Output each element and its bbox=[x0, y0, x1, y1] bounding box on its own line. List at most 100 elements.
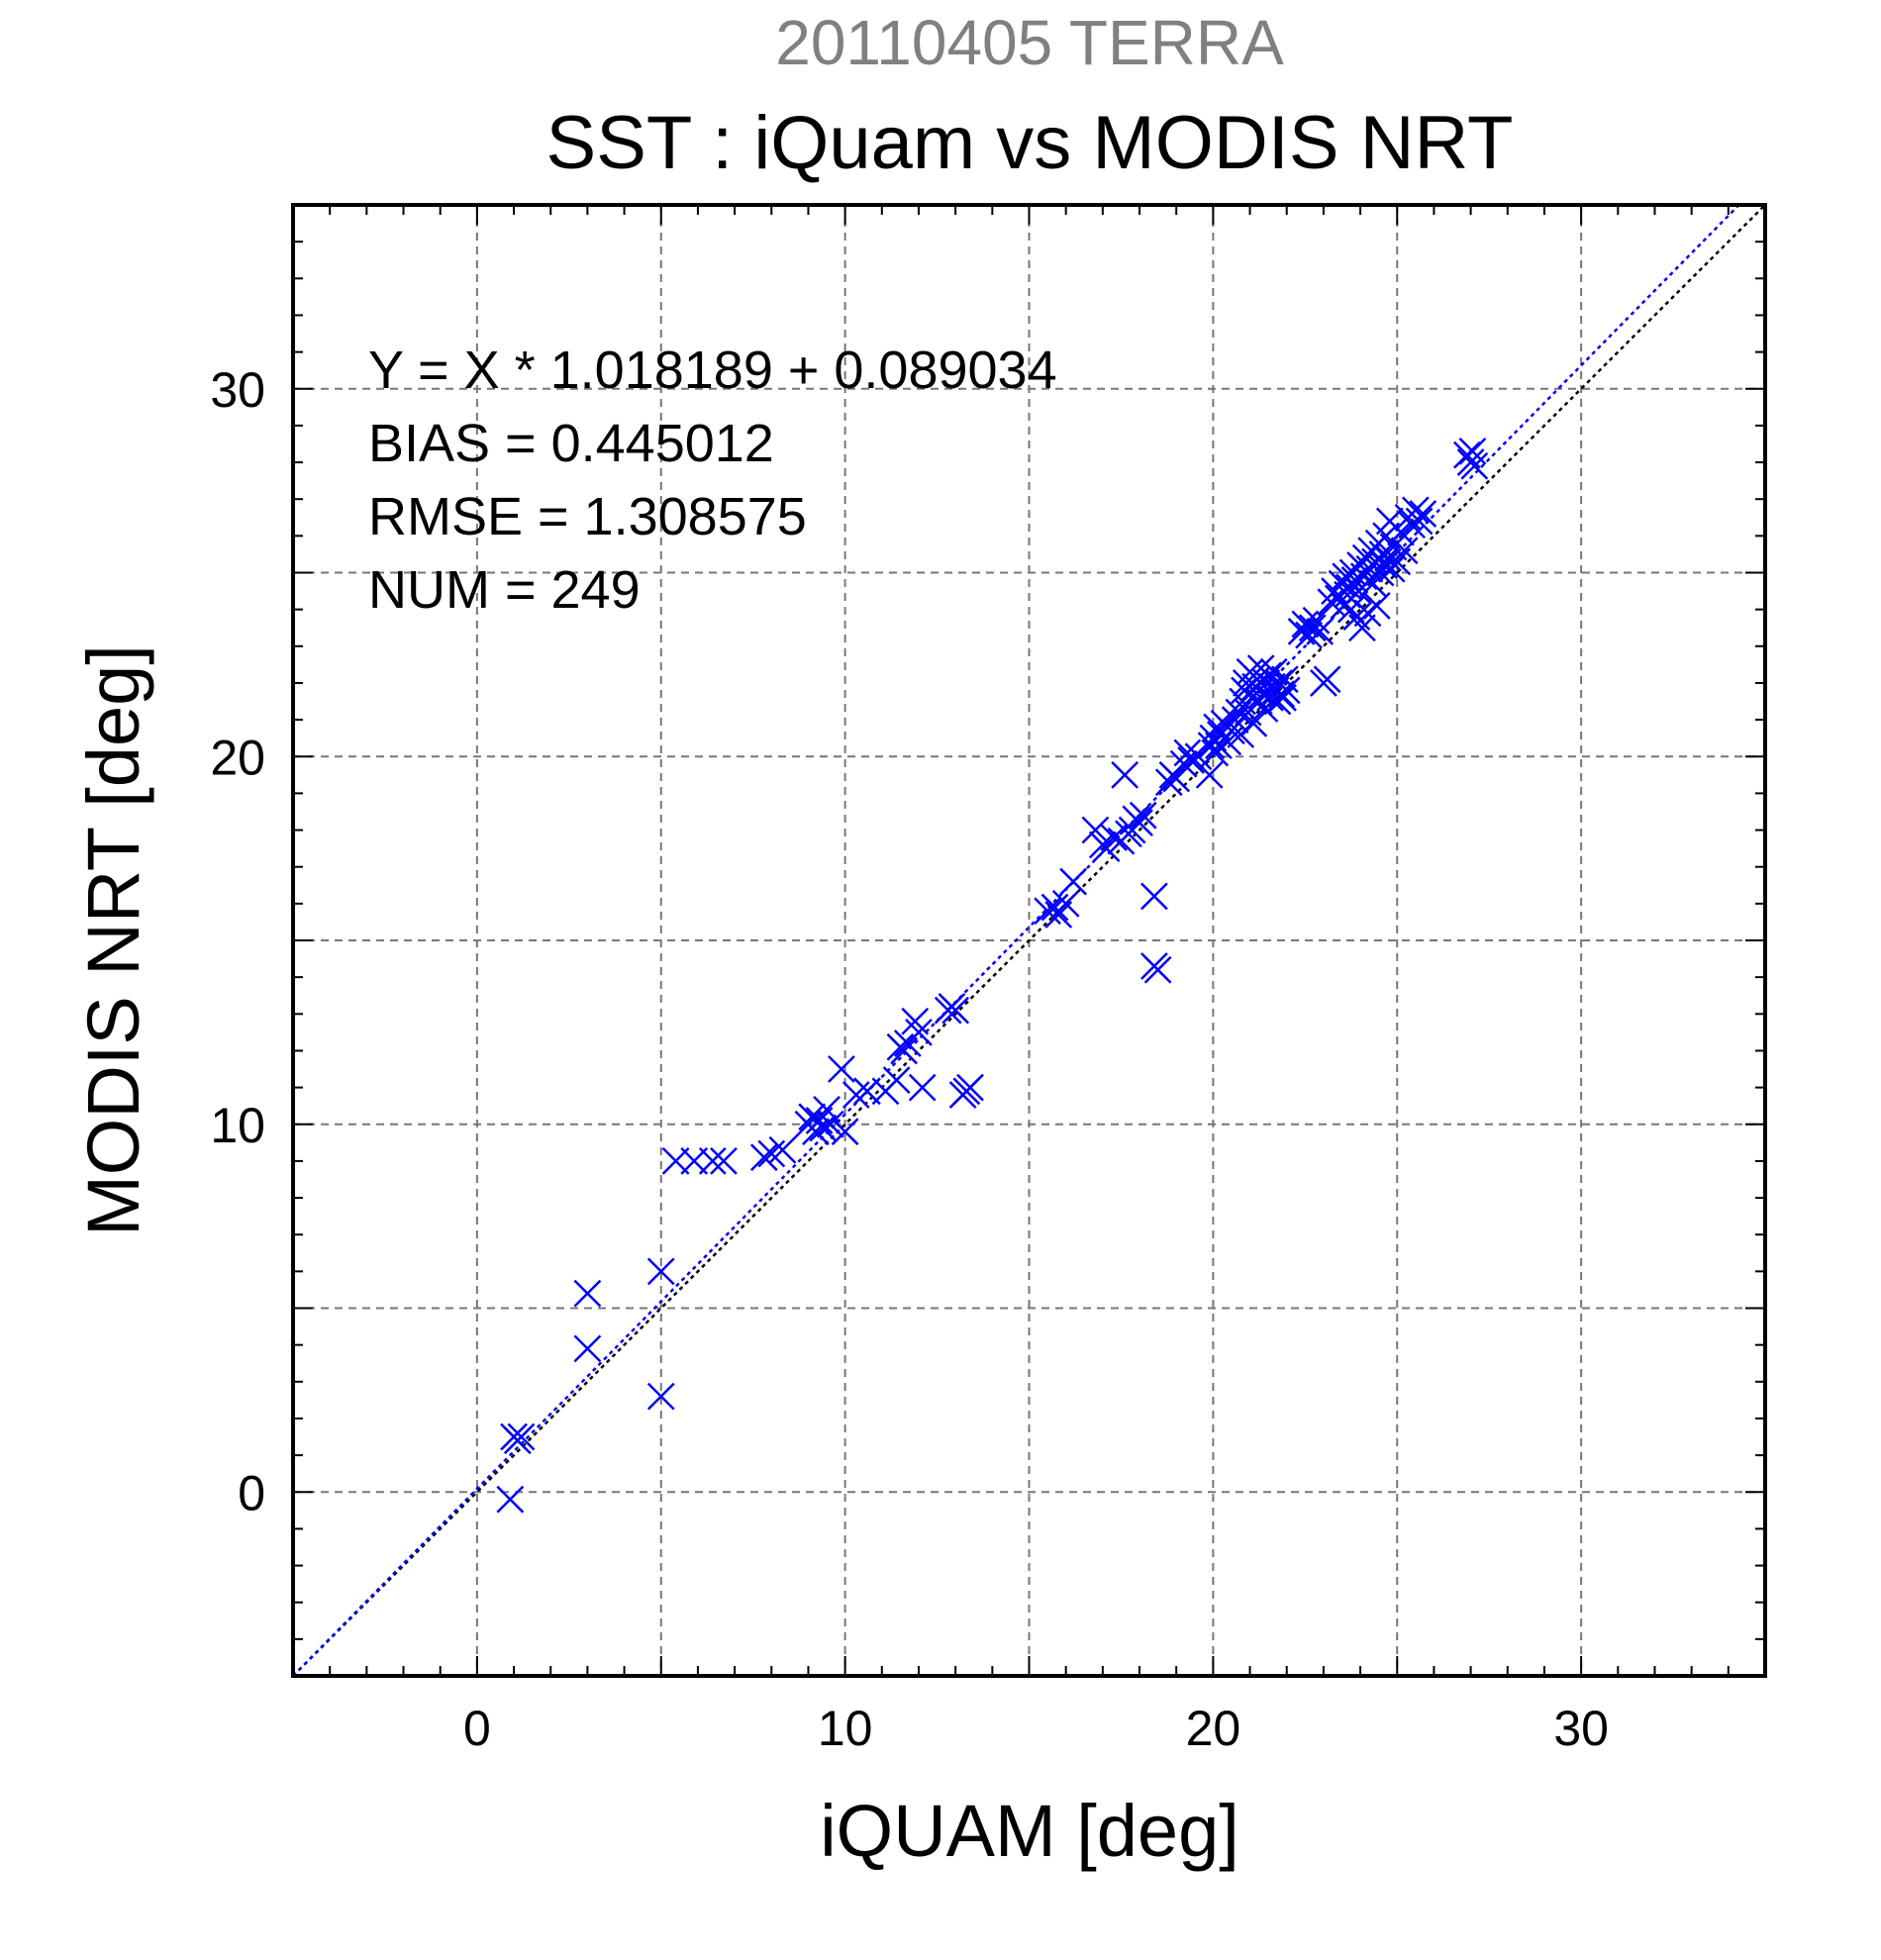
data-point bbox=[1348, 614, 1376, 642]
tick-labels: 0 10 20 30 0 10 20 30 bbox=[210, 362, 1609, 1756]
data-point bbox=[1195, 760, 1224, 789]
identity-line bbox=[292, 204, 1766, 1677]
y-tick-label: 20 bbox=[210, 730, 265, 785]
data-point-stroke bbox=[573, 1334, 602, 1363]
data-point-stroke bbox=[1162, 764, 1191, 793]
data-point-stroke bbox=[1059, 867, 1087, 896]
data-point-stroke bbox=[1306, 618, 1335, 645]
data-point bbox=[1409, 500, 1437, 528]
data-point-stroke bbox=[768, 1135, 797, 1164]
data-point-stroke bbox=[1336, 595, 1365, 624]
data-point-stroke bbox=[828, 1055, 855, 1083]
data-point bbox=[1239, 709, 1268, 737]
data-point-stroke bbox=[1197, 732, 1226, 759]
data-point-stroke bbox=[646, 1257, 675, 1286]
data-point-stroke bbox=[1225, 698, 1253, 727]
data-point bbox=[1169, 749, 1198, 778]
data-point-stroke bbox=[1362, 592, 1391, 620]
data-point bbox=[1291, 610, 1320, 638]
data-point bbox=[757, 1139, 786, 1168]
x-axis-label: iQUAM [deg] bbox=[820, 1790, 1239, 1872]
data-point bbox=[1401, 496, 1430, 525]
data-point-stroke bbox=[1334, 580, 1361, 609]
data-point-stroke bbox=[1034, 897, 1061, 926]
data-point-stroke bbox=[749, 1143, 778, 1172]
annotation-num: NUM = 249 bbox=[368, 560, 641, 620]
data-point bbox=[1272, 676, 1301, 705]
data-point bbox=[831, 1118, 859, 1146]
data-point bbox=[1227, 721, 1255, 748]
data-point-stroke bbox=[1199, 724, 1228, 752]
data-point-stroke bbox=[1205, 732, 1233, 759]
data-point-stroke bbox=[1111, 760, 1139, 789]
annotation-fit-equation: Y = X * 1.018189 + 0.089034 bbox=[368, 341, 1057, 400]
data-point-stroke bbox=[1270, 665, 1299, 694]
data-point-stroke bbox=[1366, 558, 1395, 587]
data-point-stroke bbox=[1184, 742, 1213, 771]
data-point-stroke bbox=[1140, 882, 1168, 911]
data-point bbox=[1051, 889, 1080, 918]
data-point bbox=[905, 1018, 933, 1046]
data-point-stroke bbox=[1201, 738, 1230, 767]
data-point bbox=[1298, 614, 1327, 642]
data-point bbox=[1129, 801, 1157, 830]
data-point bbox=[573, 1334, 602, 1363]
data-point-stroke bbox=[1195, 760, 1224, 789]
data-point bbox=[1377, 554, 1406, 583]
data-point bbox=[1344, 577, 1373, 605]
data-point bbox=[1336, 595, 1365, 624]
data-point-stroke bbox=[842, 1081, 870, 1109]
data-point bbox=[882, 1066, 911, 1095]
data-point-stroke bbox=[1254, 661, 1283, 690]
data-point-stroke bbox=[1340, 566, 1369, 594]
data-point bbox=[710, 1147, 738, 1175]
data-point-stroke bbox=[890, 1036, 918, 1065]
data-point-stroke bbox=[1218, 717, 1245, 745]
data-point bbox=[1126, 809, 1153, 837]
data-point-stroke bbox=[882, 1066, 911, 1095]
data-point bbox=[646, 1382, 675, 1411]
data-point-stroke bbox=[1295, 621, 1323, 649]
data-point-stroke bbox=[1313, 665, 1341, 694]
data-point-stroke bbox=[1263, 687, 1292, 716]
data-point-stroke bbox=[1342, 603, 1371, 631]
data-point bbox=[749, 1143, 778, 1172]
data-point-stroke bbox=[1409, 500, 1437, 528]
data-point-stroke bbox=[1051, 889, 1080, 918]
data-point-stroke bbox=[809, 1114, 838, 1142]
data-point-stroke bbox=[1344, 577, 1373, 605]
data-point bbox=[1214, 728, 1242, 756]
data-point-stroke bbox=[941, 996, 970, 1025]
fit-line bbox=[292, 204, 1740, 1677]
data-point-stroke bbox=[1269, 683, 1297, 712]
data-point-stroke bbox=[1129, 801, 1157, 830]
data-point-stroke bbox=[1143, 955, 1172, 984]
data-point-stroke bbox=[1405, 507, 1434, 536]
data-point-stroke bbox=[1302, 606, 1331, 635]
data-point-stroke bbox=[646, 1382, 675, 1411]
data-point-stroke bbox=[1256, 683, 1284, 712]
data-point-stroke bbox=[813, 1096, 841, 1124]
data-point bbox=[1270, 665, 1299, 694]
data-point-stroke bbox=[802, 1118, 830, 1146]
data-point bbox=[1221, 706, 1249, 734]
data-point bbox=[507, 1422, 536, 1451]
data-point-stroke bbox=[1227, 721, 1255, 748]
data-point-stroke bbox=[1126, 809, 1153, 837]
data-point-stroke bbox=[1377, 554, 1406, 583]
data-point bbox=[1201, 738, 1230, 767]
data-point bbox=[1243, 665, 1271, 694]
y-tick-label: 0 bbox=[238, 1465, 265, 1520]
data-point-stroke bbox=[1401, 496, 1430, 525]
data-point bbox=[1225, 698, 1253, 727]
data-point bbox=[816, 1110, 844, 1138]
y-tick-label: 10 bbox=[210, 1098, 265, 1153]
data-point bbox=[698, 1147, 727, 1175]
data-point bbox=[908, 1073, 937, 1102]
data-point bbox=[1143, 955, 1172, 984]
data-point bbox=[1040, 893, 1069, 922]
fit-annotations: Y = X * 1.018189 + 0.089034 BIAS = 0.445… bbox=[368, 341, 1057, 620]
data-point-stroke bbox=[956, 1073, 984, 1102]
data-point bbox=[1205, 732, 1233, 759]
x-tick-label: 30 bbox=[1553, 1701, 1609, 1756]
